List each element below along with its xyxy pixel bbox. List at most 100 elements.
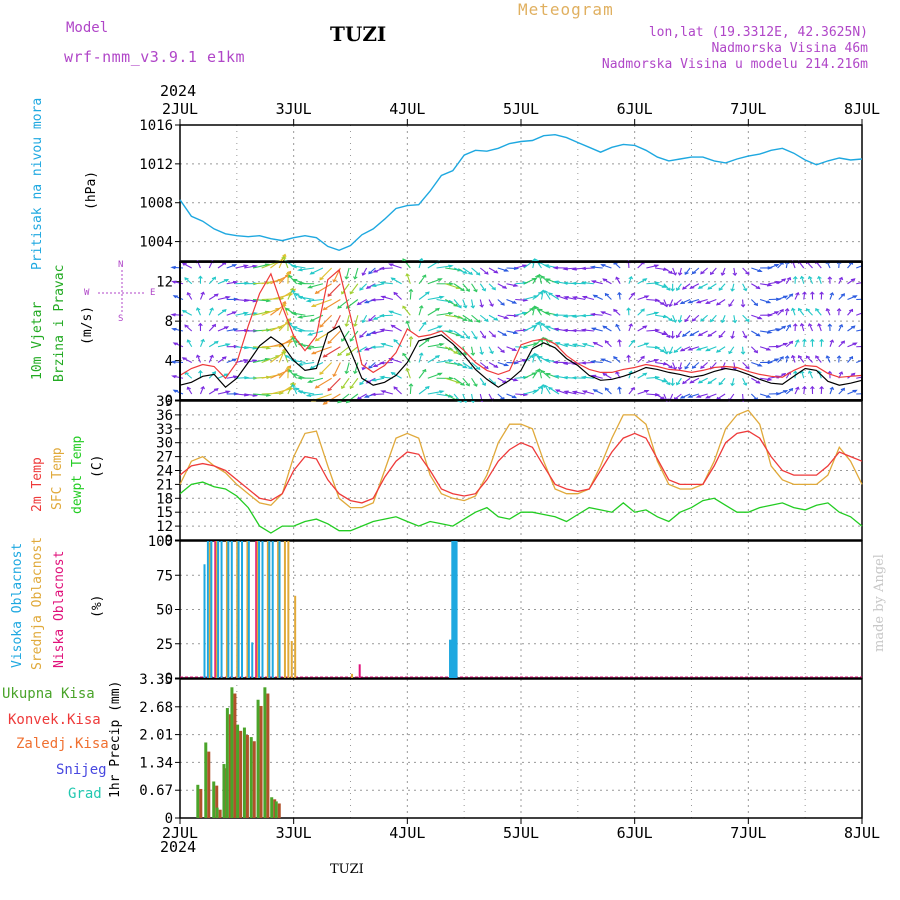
wind-arrowhead xyxy=(172,389,178,393)
wind-arrowhead xyxy=(562,267,569,271)
precip-convective-bar xyxy=(207,751,211,818)
wind-arrowhead xyxy=(782,342,789,346)
wind-arrowhead xyxy=(513,378,519,382)
wind-arrowhead xyxy=(405,367,410,372)
wind-arrow xyxy=(731,378,735,386)
ytick-label: 1012 xyxy=(139,157,173,173)
wind-arrow xyxy=(488,267,498,274)
wind-arrow xyxy=(742,362,750,370)
wind-arrow xyxy=(794,339,799,347)
wind-arrowhead xyxy=(838,324,844,328)
wind-arrowhead xyxy=(757,363,763,367)
wind-arrow xyxy=(345,362,350,374)
wind-arrowhead xyxy=(310,351,317,355)
wind-arrow xyxy=(684,267,691,275)
wind-arrowhead xyxy=(289,381,295,386)
wind-arrowhead xyxy=(439,390,445,394)
wind-arrow xyxy=(777,262,784,269)
wind-arrowhead xyxy=(718,334,723,339)
wind-arrow xyxy=(742,299,744,307)
wind-arrowhead xyxy=(666,334,671,339)
wind-arrowhead xyxy=(418,257,424,262)
wind-arrow xyxy=(663,267,673,274)
wind-arrow xyxy=(307,298,323,302)
cloud-bar-high xyxy=(449,639,454,678)
wind-arrowhead xyxy=(788,387,794,392)
wind-arrow xyxy=(721,315,726,323)
wind-arrow xyxy=(573,296,586,301)
wind-arrowhead xyxy=(755,285,761,290)
wind-arrowhead xyxy=(774,311,780,315)
cloud-bar-mid xyxy=(215,541,218,678)
wind-arrow xyxy=(350,330,359,342)
ytick-label: 1016 xyxy=(139,118,173,134)
wind-arrow xyxy=(847,261,853,269)
ytick-label: 2.68 xyxy=(139,700,173,716)
wind-arrowhead xyxy=(289,287,295,291)
cloud-bar-mid xyxy=(208,542,211,678)
wind-arrow xyxy=(427,307,440,316)
wind-arrowhead xyxy=(660,349,666,353)
wind-arrow xyxy=(327,330,341,344)
wind-arrowhead xyxy=(617,386,622,390)
wind-arrowhead xyxy=(602,372,608,377)
wind-arrowhead xyxy=(838,371,844,375)
wind-arrow xyxy=(323,346,341,358)
wind-arrow xyxy=(523,325,536,332)
wind-arrow xyxy=(731,330,735,339)
wind-arrowhead xyxy=(819,338,824,343)
wind-arrowhead xyxy=(757,316,763,320)
wind-arrow xyxy=(673,393,682,400)
cloud-bar-high xyxy=(278,541,281,678)
ytick-label: 36 xyxy=(156,408,173,424)
wind-arrowhead xyxy=(479,351,485,356)
wind-arrowhead xyxy=(563,390,569,394)
wind-arrowhead xyxy=(232,328,239,332)
wind-arrowhead xyxy=(732,319,738,324)
wind-arrowhead xyxy=(590,327,597,331)
wind-arrow xyxy=(427,343,444,348)
wind-arrowhead xyxy=(349,338,354,342)
wind-arrowhead xyxy=(827,323,833,327)
wind-arrow xyxy=(445,283,460,289)
wind-arrowhead xyxy=(337,400,342,404)
wind-arrow xyxy=(731,283,735,292)
wind-arrow xyxy=(792,355,796,363)
wind-arrow xyxy=(319,362,333,375)
wind-arrow xyxy=(826,355,831,363)
wind-arrowhead xyxy=(668,365,674,369)
wind-arrow xyxy=(327,283,341,297)
wind-arrow xyxy=(679,362,682,370)
precip-convective-bar xyxy=(245,735,249,818)
xtick-label-bottom: 3JUL xyxy=(276,824,312,842)
wind-arrow xyxy=(669,346,674,354)
wind-arrowhead xyxy=(291,289,296,293)
wind-arrow xyxy=(777,309,784,316)
wind-arrowhead xyxy=(388,310,394,314)
wind-arrow xyxy=(663,377,671,385)
wind-arrow xyxy=(208,388,219,395)
wind-arrowhead xyxy=(543,384,549,388)
wind-arrowhead xyxy=(682,380,687,385)
wind-arrow xyxy=(532,386,543,395)
wind-arrowhead xyxy=(408,288,414,293)
panel-frame xyxy=(179,540,863,679)
wind-arrowhead xyxy=(580,375,587,380)
wind-arrow xyxy=(646,359,658,364)
ytick-label: 21 xyxy=(156,477,173,493)
wind-arrow xyxy=(208,293,219,300)
wind-arrow xyxy=(470,346,474,356)
wind-arrowhead xyxy=(730,335,735,339)
wind-arrow xyxy=(479,377,486,386)
wind-arrowhead xyxy=(700,271,705,275)
wind-arrow xyxy=(646,282,659,285)
wind-arrow xyxy=(270,293,293,301)
wind-arrowhead xyxy=(790,307,796,311)
wind-arrow xyxy=(323,393,341,405)
wind-arrowhead xyxy=(479,304,485,308)
pressure-line xyxy=(179,133,863,252)
wind-arrowhead xyxy=(691,271,697,275)
wind-arrow xyxy=(453,299,462,308)
wind-arrowhead xyxy=(660,396,666,400)
wind-arrow xyxy=(672,315,677,323)
